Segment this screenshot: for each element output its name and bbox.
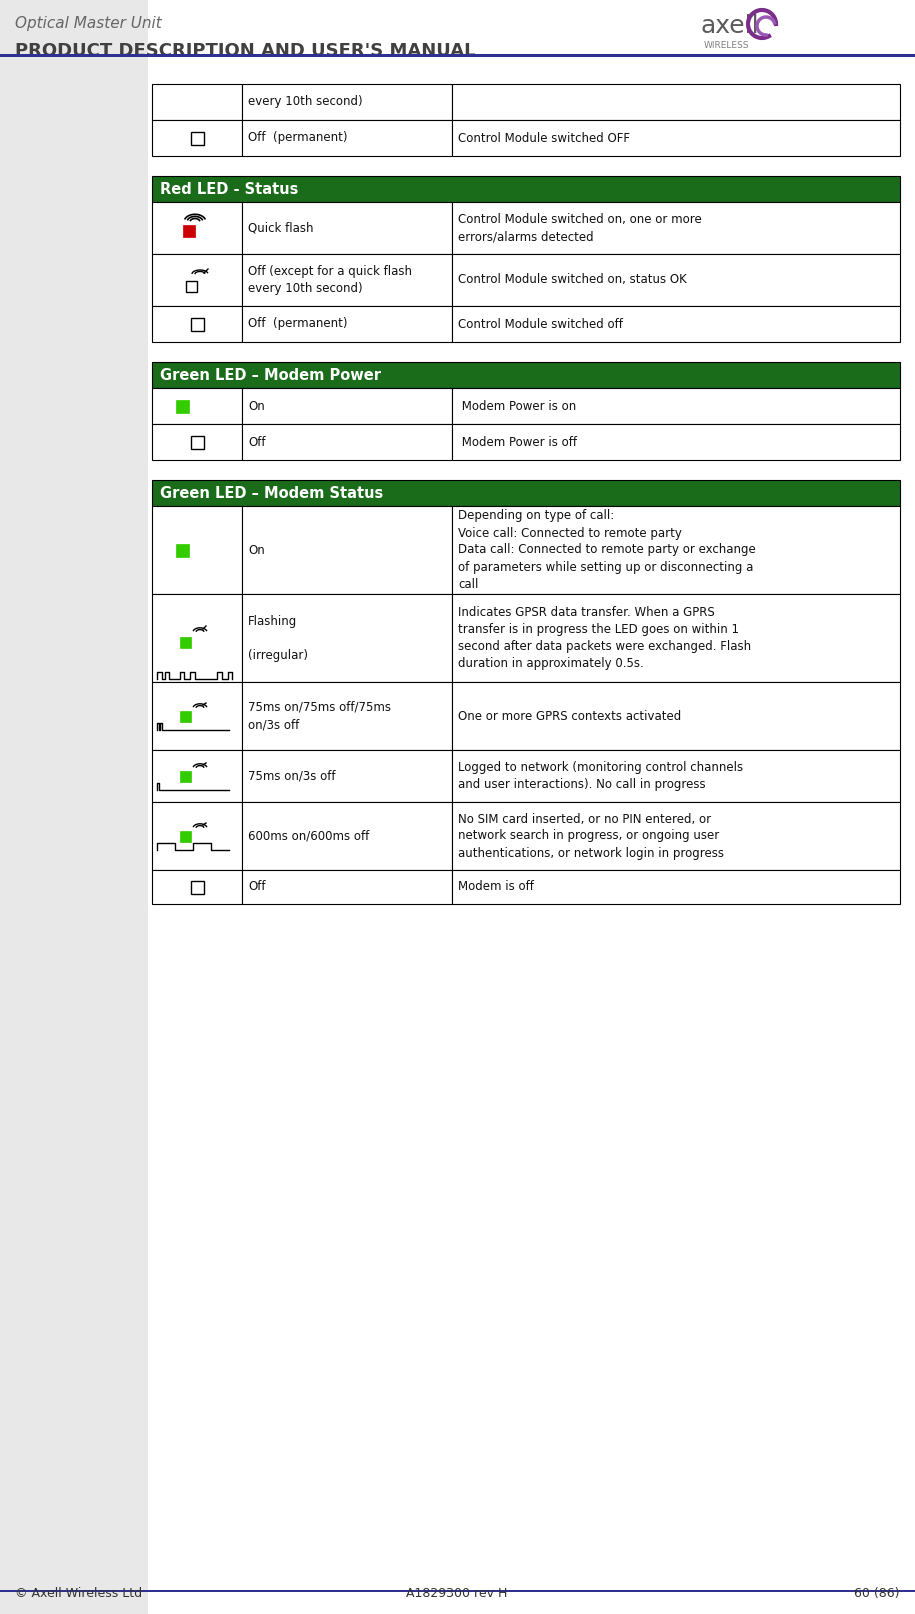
Bar [242,683,452,751]
Text: Control Module switched on, status OK: Control Module switched on, status OK [458,273,687,287]
Bar [152,507,242,594]
Bar [452,307,900,342]
Bar [242,424,452,460]
Text: Green LED – Modem Power: Green LED – Modem Power [160,368,381,383]
Text: © Axell Wireless Ltd: © Axell Wireless Ltd [15,1587,142,1599]
Text: Logged to network (monitoring control channels
and user interactions). No call i: Logged to network (monitoring control ch… [458,760,743,791]
Text: Off  (permanent): Off (permanent) [248,318,348,331]
Text: Depending on type of call:
Voice call: Connected to remote party
Data call: Conn: Depending on type of call: Voice call: C… [458,510,756,591]
Bar [179,636,190,647]
Bar [152,176,900,202]
Bar [242,507,452,594]
Bar [242,751,452,802]
Text: every 10th second): every 10th second) [248,95,362,108]
Bar [242,307,452,342]
Bar [0,53,915,56]
Bar [452,870,900,904]
Text: Indicates GPSR data transfer. When a GPRS
transfer is in progress the LED goes o: Indicates GPSR data transfer. When a GPR… [458,605,751,670]
Text: A1829300 rev H: A1829300 rev H [406,1587,508,1599]
Bar [152,683,242,751]
Bar [190,436,203,449]
Bar [190,881,203,894]
Bar [152,307,242,342]
Bar [190,318,203,331]
Bar [452,683,900,751]
Bar [242,119,452,157]
Bar [0,0,148,1614]
Bar [452,119,900,157]
Text: No SIM card inserted, or no PIN entered, or
network search in progress, or ongoi: No SIM card inserted, or no PIN entered,… [458,812,724,860]
Text: 75ms on/75ms off/75ms
on/3s off: 75ms on/75ms off/75ms on/3s off [248,700,391,731]
Bar [242,802,452,870]
Text: axell: axell [700,15,759,39]
Bar [452,751,900,802]
Bar [452,507,900,594]
Bar [186,281,197,292]
Text: Off (except for a quick flash
every 10th second): Off (except for a quick flash every 10th… [248,265,412,295]
Bar [152,751,242,802]
Text: Flashing

(irregular): Flashing (irregular) [248,615,308,662]
Bar [152,387,242,424]
Bar [176,544,188,557]
Bar [452,253,900,307]
Text: Optical Master Unit: Optical Master Unit [15,16,162,31]
Bar [179,770,190,781]
Bar [152,202,242,253]
Bar [152,424,242,460]
Bar [152,802,242,870]
Text: Modem Power is on: Modem Power is on [458,400,576,413]
Bar [242,387,452,424]
Bar [152,119,242,157]
Text: Green LED – Modem Status: Green LED – Modem Status [160,486,383,500]
Bar [190,131,203,145]
Bar [152,594,242,683]
Bar [152,253,242,307]
Bar [452,594,900,683]
Text: Modem Power is off: Modem Power is off [458,436,577,449]
Text: PRODUCT DESCRIPTION AND USER'S MANUAL: PRODUCT DESCRIPTION AND USER'S MANUAL [15,42,476,60]
Bar [152,479,900,507]
Bar [242,870,452,904]
Bar [452,202,900,253]
Text: WIRELESS: WIRELESS [704,40,749,50]
Text: Control Module switched off: Control Module switched off [458,318,623,331]
Bar [183,224,195,237]
Bar [152,870,242,904]
Bar [242,253,452,307]
Bar [452,802,900,870]
Text: Control Module switched OFF: Control Module switched OFF [458,131,630,145]
Text: On: On [248,400,264,413]
Text: Control Module switched on, one or more
errors/alarms detected: Control Module switched on, one or more … [458,213,702,244]
Bar [179,831,190,841]
Bar [176,400,188,413]
Bar [152,362,900,387]
Text: Modem is off: Modem is off [458,881,533,894]
Bar [452,424,900,460]
Bar [452,387,900,424]
Text: Off  (permanent): Off (permanent) [248,131,348,145]
Text: 600ms on/600ms off: 600ms on/600ms off [248,830,370,843]
Bar [242,202,452,253]
Bar [452,84,900,119]
Bar [152,84,242,119]
Text: 75ms on/3s off: 75ms on/3s off [248,770,336,783]
Text: One or more GPRS contexts activated: One or more GPRS contexts activated [458,710,682,723]
Text: Off: Off [248,436,265,449]
Bar [179,710,190,721]
Text: 60 (86): 60 (86) [855,1587,900,1599]
Text: Off: Off [248,881,265,894]
Bar [242,594,452,683]
Bar [0,1590,915,1591]
Text: Red LED - Status: Red LED - Status [160,181,298,197]
Text: Quick flash: Quick flash [248,221,314,234]
Bar [242,84,452,119]
Text: On: On [248,544,264,557]
